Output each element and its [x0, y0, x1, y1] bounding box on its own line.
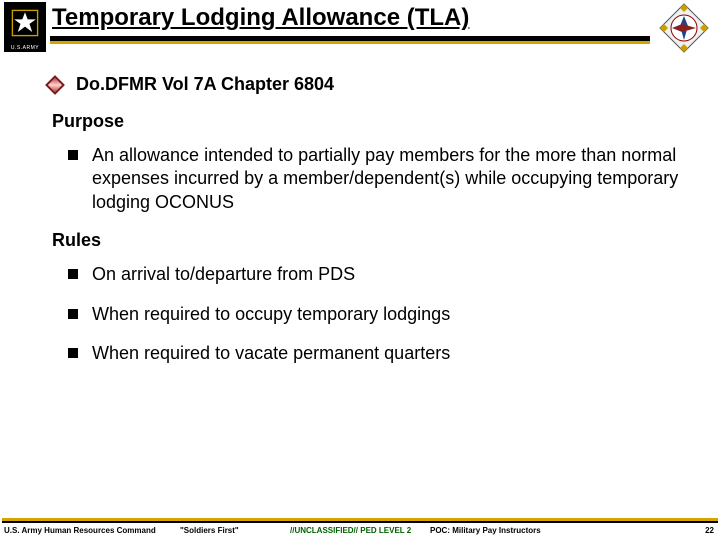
footer-divider [2, 518, 718, 523]
purpose-bullet: An allowance intended to partially pay m… [68, 144, 686, 214]
hrc-seal-icon [658, 2, 710, 54]
slide-body: Do.DFMR Vol 7A Chapter 6804 Purpose An a… [0, 56, 720, 365]
rule-bullet: When required to vacate permanent quarte… [68, 342, 686, 365]
reference-text: Do.DFMR Vol 7A Chapter 6804 [76, 74, 334, 95]
page-number: 22 [705, 526, 714, 535]
square-bullet-icon [68, 150, 78, 160]
footer-motto: "Soldiers First" [180, 526, 239, 535]
rule-bullet: On arrival to/departure from PDS [68, 263, 686, 286]
footer-poc: POC: Military Pay Instructors [430, 526, 541, 535]
purpose-text: An allowance intended to partially pay m… [92, 144, 686, 214]
footer-classification: //UNCLASSIFIED// PED LEVEL 2 [290, 526, 411, 535]
slide-header: U.S.ARMY Temporary Lodging Allowance (TL… [0, 0, 720, 56]
reference-line: Do.DFMR Vol 7A Chapter 6804 [48, 74, 686, 95]
footer-org: U.S. Army Human Resources Command [4, 526, 156, 535]
army-logo-left: U.S.ARMY [4, 2, 48, 54]
diamond-bullet-icon [45, 75, 65, 95]
slide-footer: U.S. Army Human Resources Command "Soldi… [0, 518, 720, 540]
rule-text: When required to vacate permanent quarte… [92, 342, 450, 365]
rule-text: On arrival to/departure from PDS [92, 263, 355, 286]
square-bullet-icon [68, 269, 78, 279]
square-bullet-icon [68, 348, 78, 358]
army-star-icon [4, 2, 46, 44]
rules-heading: Rules [52, 230, 686, 251]
purpose-heading: Purpose [52, 111, 686, 132]
square-bullet-icon [68, 309, 78, 319]
rule-bullet: When required to occupy temporary lodgin… [68, 303, 686, 326]
army-logo-label: U.S.ARMY [4, 44, 46, 52]
slide-title: Temporary Lodging Allowance (TLA) [52, 4, 469, 32]
title-divider [50, 36, 650, 44]
rule-text: When required to occupy temporary lodgin… [92, 303, 450, 326]
